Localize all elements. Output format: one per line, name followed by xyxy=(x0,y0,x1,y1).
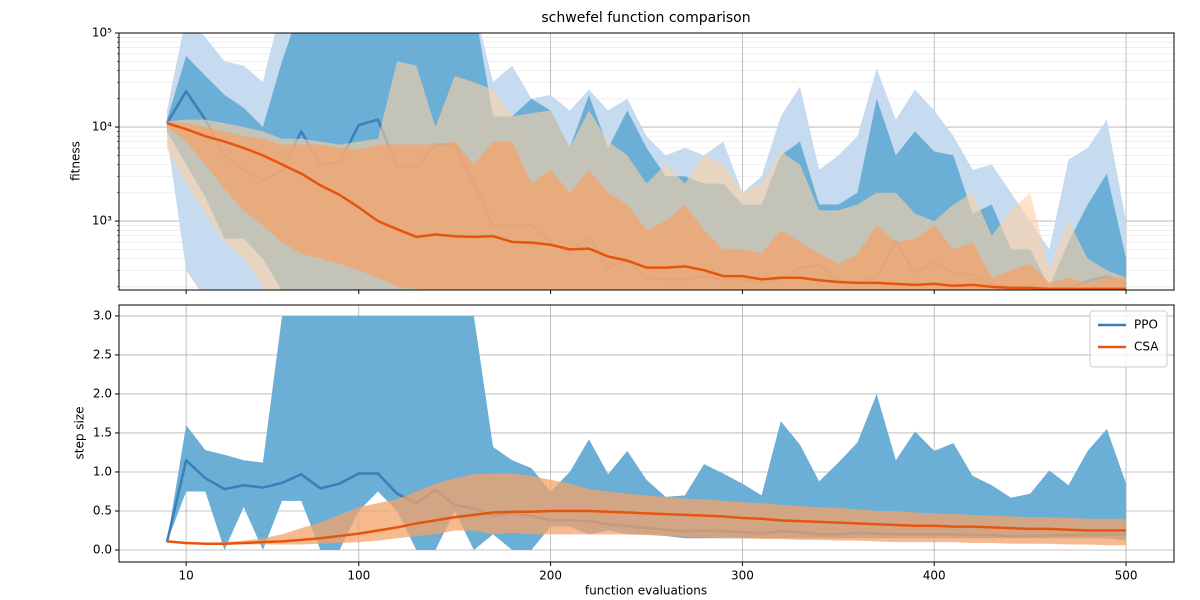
y-axis-label: step size xyxy=(73,406,87,459)
y-tick-label: 10³ xyxy=(92,214,112,228)
y-tick-label: 2.0 xyxy=(93,386,112,400)
y-tick-label: 1.0 xyxy=(93,464,112,478)
plot-area xyxy=(119,33,1174,290)
x-tick-label: 400 xyxy=(923,569,946,583)
legend-label: PPO xyxy=(1134,318,1158,332)
band xyxy=(166,473,1127,546)
y-tick-label: 1.5 xyxy=(93,425,112,439)
chart-title: schwefel function comparison xyxy=(541,10,750,26)
y-tick-label: 10⁴ xyxy=(92,120,112,134)
y-tick-label: 0.0 xyxy=(93,542,112,556)
line xyxy=(166,509,1127,545)
y-axis-label: fitness xyxy=(69,141,83,181)
plot-area xyxy=(119,305,1174,562)
axes-frame xyxy=(118,32,1175,291)
x-tick-label: 200 xyxy=(539,569,562,583)
x-tick-label: 300 xyxy=(731,569,754,583)
x-axis-label: function evaluations xyxy=(585,584,707,598)
y-tick-label: 2.5 xyxy=(93,347,112,361)
y-tick-label: 10⁵ xyxy=(92,26,112,40)
line xyxy=(166,121,1127,290)
x-tick-label: 10 xyxy=(178,569,193,583)
y-tick-label: 0.5 xyxy=(93,503,112,517)
legend-label: CSA xyxy=(1134,340,1159,354)
axes-frame xyxy=(118,304,1175,563)
x-tick-label: 100 xyxy=(347,569,370,583)
band xyxy=(166,121,1127,290)
y-tick-label: 3.0 xyxy=(93,308,112,322)
x-tick-label: 500 xyxy=(1115,569,1138,583)
band xyxy=(166,315,1127,550)
